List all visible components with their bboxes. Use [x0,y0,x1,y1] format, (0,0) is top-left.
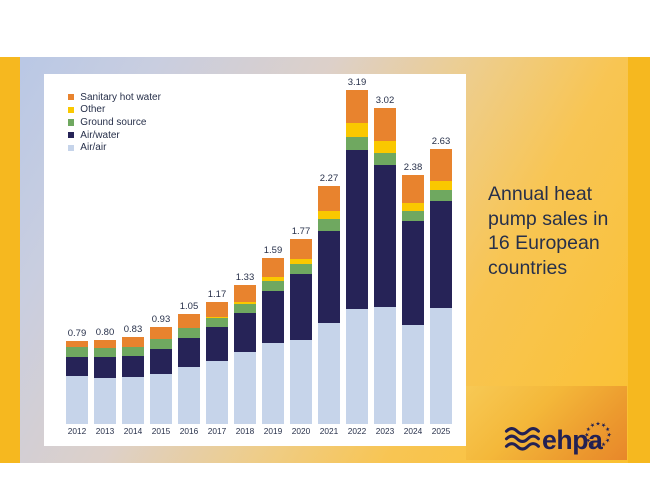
svg-text:ehpa: ehpa [542,425,603,455]
